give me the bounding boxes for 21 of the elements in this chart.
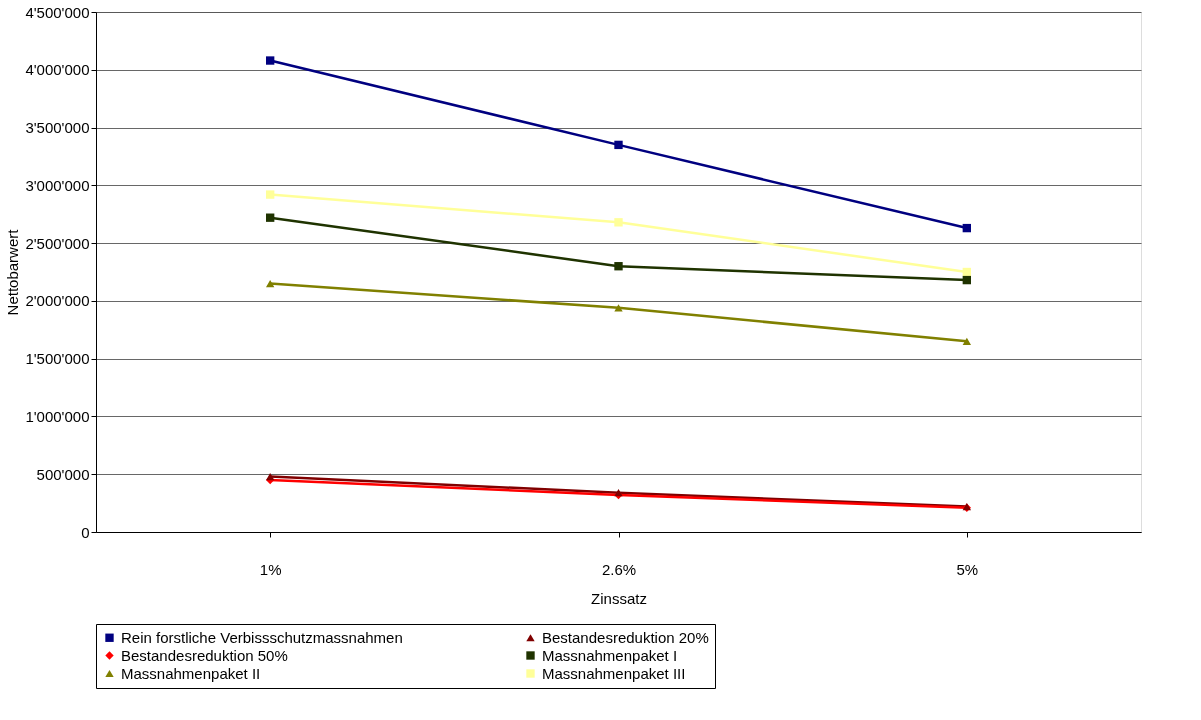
y-tick-label: 1'500'000	[25, 350, 90, 368]
x-tick-label: 5%	[956, 560, 979, 578]
legend-label: Bestandesreduktion 20%	[542, 628, 709, 646]
legend-label: Massnahmenpaket I	[542, 646, 678, 664]
y-tick-label: 3'000'000	[25, 176, 90, 194]
legend-label: Massnahmenpaket III	[542, 664, 686, 682]
y-tick-label: 2'500'000	[25, 234, 90, 252]
y-tick-label: 500'000	[36, 465, 90, 483]
x-tick-label: 2.6%	[601, 560, 637, 578]
y-tick-label: 4'500'000	[25, 3, 90, 21]
legend-label: Bestandesreduktion 50%	[121, 646, 288, 664]
y-tick-label: 2'000'000	[25, 292, 90, 310]
x-tick-label: 1%	[259, 560, 282, 578]
y-tick-label: 3'500'000	[25, 119, 90, 137]
y-tick-label: 4'000'000	[25, 61, 90, 79]
y-tick-label: 0	[81, 523, 90, 541]
x-axis-title: Zinssatz	[591, 589, 647, 607]
y-axis-title: Nettobarwert	[4, 228, 22, 316]
legend-label: Massnahmenpaket II	[121, 664, 261, 682]
y-tick-label: 1'000'000	[25, 407, 90, 425]
legend-label: Rein forstliche Verbissschutzmassnahmen	[121, 628, 403, 646]
